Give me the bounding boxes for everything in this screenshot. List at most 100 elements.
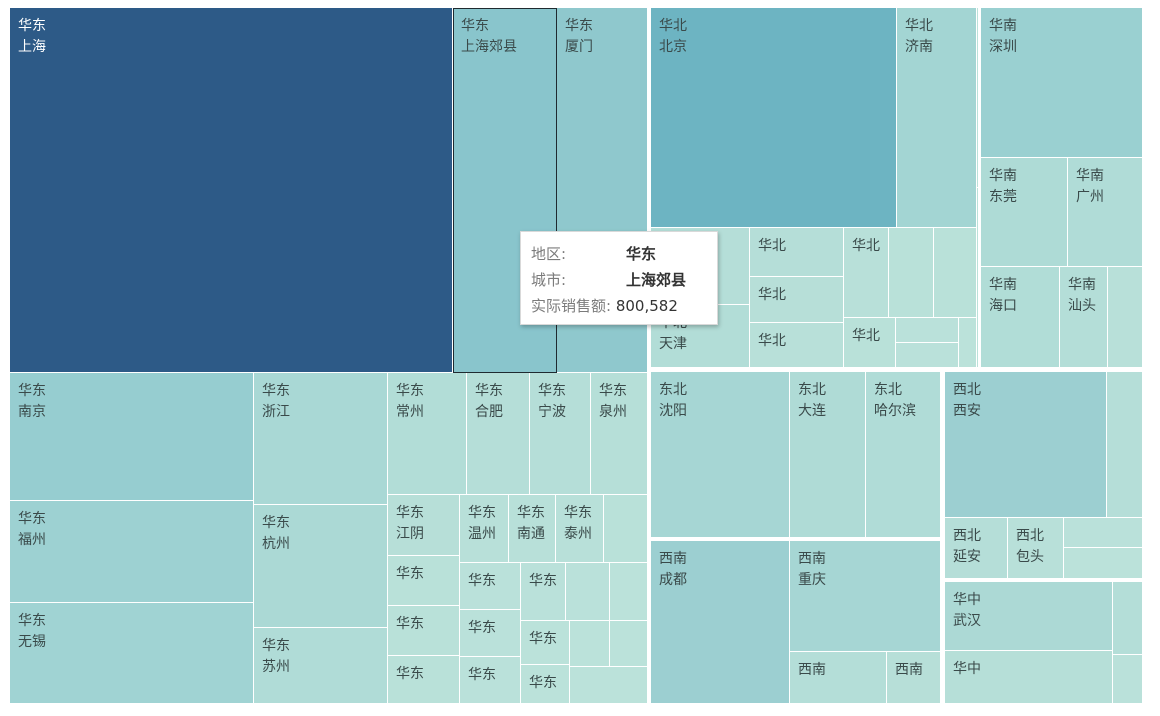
treemap-cell[interactable]: 华东: [460, 610, 521, 657]
treemap-cell[interactable]: 华北: [844, 228, 889, 318]
treemap-cell[interactable]: 华东 宁波: [530, 373, 591, 495]
treemap-cell[interactable]: 华东 上海: [10, 8, 453, 373]
treemap-cell[interactable]: 华南 广州: [1068, 158, 1143, 267]
treemap-city-label: 天津: [659, 336, 687, 352]
treemap-region-label: 华南: [989, 18, 1017, 34]
treemap-cell[interactable]: 华东: [521, 621, 570, 665]
treemap-cell[interactable]: 华北: [750, 228, 844, 277]
treemap-cell[interactable]: 东北 大连: [790, 372, 866, 538]
treemap-region-label: 华北: [758, 333, 786, 349]
treemap-cell[interactable]: [896, 343, 959, 368]
treemap-cell[interactable]: 华东 南通: [509, 495, 556, 563]
treemap-cell[interactable]: 西南: [887, 652, 941, 704]
treemap-cell[interactable]: [889, 228, 934, 318]
tooltip-region-key: 地区:: [531, 245, 567, 263]
treemap-cell[interactable]: [977, 8, 979, 188]
treemap-cell[interactable]: 西北 延安: [945, 518, 1008, 579]
treemap-cell[interactable]: 西南: [790, 652, 887, 704]
treemap-cell[interactable]: 华南 东莞: [981, 158, 1068, 267]
treemap-cell-label: 华东: [529, 629, 557, 650]
treemap-cell[interactable]: [1108, 267, 1143, 368]
treemap-cell[interactable]: [1113, 655, 1143, 704]
treemap-cell[interactable]: [570, 667, 648, 704]
treemap-cell[interactable]: 华东 温州: [460, 495, 509, 563]
treemap-cell-label: 西南: [895, 660, 923, 681]
treemap-cell[interactable]: 华北: [750, 323, 844, 368]
treemap-cell[interactable]: 西北 包头: [1008, 518, 1064, 579]
treemap-cell[interactable]: [1113, 582, 1143, 655]
treemap-cell[interactable]: 华东: [388, 556, 460, 606]
treemap-cell[interactable]: 华东 无锡: [10, 603, 254, 704]
treemap-cell[interactable]: 华东: [521, 665, 570, 704]
treemap-cell[interactable]: [977, 188, 979, 368]
treemap-cell[interactable]: 华东: [521, 563, 566, 621]
treemap-cell[interactable]: 华南 汕头: [1060, 267, 1108, 368]
treemap-cell-label: 华东 合肥: [475, 381, 503, 423]
tooltip-city-key: 城市:: [531, 271, 567, 289]
treemap-cell[interactable]: [934, 228, 977, 318]
treemap-cell-label: 华东: [396, 664, 424, 685]
treemap-cell[interactable]: 华东 南京: [10, 373, 254, 501]
tooltip-region-value: 华东: [626, 245, 657, 263]
treemap-cell-label: 华北: [758, 285, 786, 306]
treemap-cell[interactable]: [1064, 518, 1143, 548]
treemap-city-label: 温州: [468, 526, 496, 542]
treemap-region-label: 华东: [565, 18, 593, 34]
treemap-cell[interactable]: 华东 浙江: [254, 373, 388, 505]
treemap-region-label: 东北: [659, 382, 687, 398]
treemap-cell[interactable]: 华东 上海郊县: [453, 8, 557, 373]
treemap-city-label: 大连: [798, 403, 826, 419]
treemap-cell[interactable]: 东北 沈阳: [651, 372, 790, 538]
treemap-cell[interactable]: 华北 济南: [897, 8, 977, 228]
tooltip-sales-row: 实际销售额: 800,582: [531, 293, 707, 319]
treemap-city-label: 武汉: [953, 613, 981, 629]
treemap-cell[interactable]: 华东 苏州: [254, 628, 388, 704]
treemap-cell-label: 华南 汕头: [1068, 275, 1096, 317]
treemap-cell[interactable]: [570, 621, 610, 667]
treemap-cell[interactable]: 西南 成都: [651, 541, 790, 704]
treemap-cell[interactable]: 华中 武汉: [945, 582, 1113, 651]
treemap-cell[interactable]: 华东 合肥: [467, 373, 530, 495]
treemap-cell[interactable]: 华北 北京: [651, 8, 897, 228]
treemap-cell[interactable]: 华东 杭州: [254, 505, 388, 628]
treemap-cell[interactable]: 华东 福州: [10, 501, 254, 603]
treemap-cell-label: 华东 泉州: [599, 381, 627, 423]
treemap-cell[interactable]: 华东 泉州: [591, 373, 648, 495]
treemap-cell[interactable]: [1107, 372, 1143, 518]
treemap-region-label: 华中: [953, 661, 981, 677]
treemap-city-label: 北京: [659, 39, 687, 55]
treemap-cell-label: 华东 杭州: [262, 513, 290, 555]
treemap-cell[interactable]: 华东: [460, 563, 521, 610]
treemap-region-label: 华东: [18, 383, 46, 399]
treemap-cell[interactable]: 东北 哈尔滨: [866, 372, 941, 538]
treemap-cell[interactable]: [610, 563, 648, 621]
treemap-region-label: 西南: [895, 662, 923, 678]
treemap-cell[interactable]: [959, 318, 977, 368]
treemap-cell-label: 华北 北京: [659, 16, 687, 58]
treemap-cell[interactable]: 华东 江阴: [388, 495, 460, 556]
treemap-cell[interactable]: [896, 318, 959, 343]
treemap-cell[interactable]: 西南 重庆: [790, 541, 941, 652]
treemap-cell[interactable]: 华东 常州: [388, 373, 467, 495]
treemap-city-label: 常州: [396, 404, 424, 420]
treemap-cell[interactable]: 西北 西安: [945, 372, 1107, 518]
treemap-cell[interactable]: 华东: [460, 657, 521, 704]
treemap-cell[interactable]: 华南 深圳: [981, 8, 1143, 158]
treemap-cell[interactable]: [604, 495, 648, 563]
treemap-region-label: 东北: [874, 382, 902, 398]
treemap-city-label: 泰州: [564, 526, 592, 542]
treemap-region-label: 华东: [396, 383, 424, 399]
treemap-cell-label: 西北 延安: [953, 526, 981, 568]
treemap-region-label: 西北: [953, 528, 981, 544]
treemap-cell[interactable]: 华北: [750, 277, 844, 323]
treemap-cell[interactable]: 华东: [388, 606, 460, 656]
treemap-cell[interactable]: [610, 621, 648, 667]
treemap-cell[interactable]: 华东: [388, 656, 460, 704]
treemap-cell[interactable]: 华北: [844, 318, 896, 368]
treemap-cell[interactable]: 华中: [945, 651, 1113, 704]
treemap-cell[interactable]: [1064, 548, 1143, 579]
treemap-region-label: 华东: [18, 511, 46, 527]
treemap-cell[interactable]: 华南 海口: [981, 267, 1060, 368]
treemap-cell[interactable]: [566, 563, 610, 621]
treemap-cell[interactable]: 华东 泰州: [556, 495, 604, 563]
